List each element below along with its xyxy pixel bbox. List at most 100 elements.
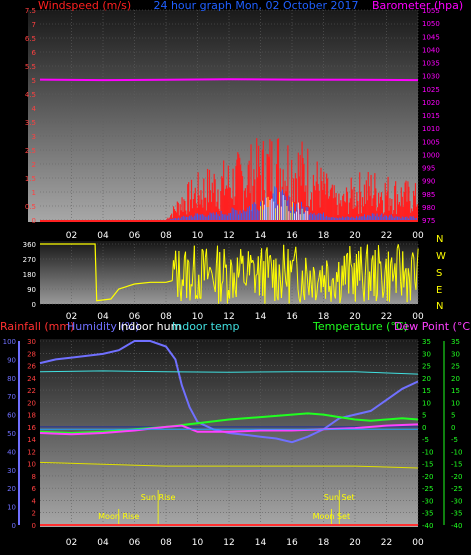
direction-trace [200, 249, 203, 299]
direction-trace [188, 262, 191, 301]
rainfall-tick-label: 10 [27, 461, 36, 469]
humidity-axis-label: Humidity (%) [67, 320, 139, 333]
direction-trace [416, 248, 419, 268]
climate-time-tick-label: 10 [192, 538, 204, 548]
direction-trace [304, 257, 307, 300]
windspeed-tick-label: 7 [32, 21, 36, 29]
temperature-inner-tick-label: 20 [422, 375, 431, 383]
windspeed-axis-label: Windspeed (m/s) [38, 0, 131, 12]
direction-trace [178, 250, 181, 289]
direction-trace [175, 250, 178, 273]
temperature-axis-label: Temperature (°C) [312, 320, 408, 333]
direction-trace [395, 248, 398, 293]
direction-time-tick-label: 10 [192, 312, 204, 322]
rainfall-tick-label: 0 [32, 522, 36, 530]
direction-trace [301, 270, 304, 294]
humidity-tick-label: 50 [7, 430, 16, 438]
direction-trace [180, 279, 183, 302]
temperature-inner-tick-label: 10 [422, 399, 431, 407]
barometer-tick-label: 995 [422, 165, 435, 173]
temperature-tick-label: -20 [451, 473, 462, 481]
direction-trace [317, 277, 320, 283]
direction-line [40, 243, 173, 302]
direction-trace [330, 279, 333, 302]
direction-trace [377, 245, 381, 264]
direction-tick-label: 360 [23, 241, 36, 249]
direction-trace [171, 260, 174, 281]
indoor-temp-label: Indoor temp [172, 320, 239, 333]
climate-time-tick-label: 00 [412, 538, 424, 548]
barometer-tick-label: 1040 [422, 46, 440, 54]
rainfall-tick-label: 18 [27, 412, 36, 420]
outdoor-low-line [39, 461, 419, 469]
dew-point-line [39, 423, 419, 436]
rainfall-tick-label: 26 [27, 363, 36, 371]
temperature-tick-label: -15 [451, 461, 462, 469]
direction-trace [191, 267, 194, 287]
direction-trace [255, 274, 258, 276]
direction-trace [193, 245, 196, 299]
barometer-tick-label: 1000 [422, 151, 440, 159]
climate-panel-grid [18, 340, 445, 526]
windspeed-tick-label: 7.5 [25, 7, 36, 15]
temperature-tick-label: 20 [451, 375, 460, 383]
direction-time-tick-label: 02 [66, 312, 77, 322]
direction-trace [225, 264, 228, 304]
direction-trace [275, 258, 278, 297]
direction-trace [403, 271, 406, 288]
compass-label: E [436, 285, 442, 296]
direction-trace [412, 252, 415, 258]
barometer-tick-label: 990 [422, 178, 435, 186]
direction-time-tick-label: 18 [318, 312, 330, 322]
rainfall-tick-label: 8 [32, 473, 36, 481]
wind-time-tick-label: 18 [318, 231, 330, 241]
direction-trace [325, 260, 328, 299]
direction-trace [211, 273, 214, 281]
humidity-tick-label: 90 [7, 356, 16, 364]
direction-time-tick-label: 00 [412, 312, 424, 322]
direction-trace [402, 251, 405, 288]
climate-time-tick-label: 22 [381, 538, 392, 548]
direction-trace [407, 268, 410, 278]
direction-time-tick-label: 04 [97, 312, 109, 322]
direction-trace [252, 260, 255, 264]
direction-trace [219, 252, 222, 302]
direction-trace [243, 282, 246, 284]
temperature-tick-label: -5 [451, 436, 458, 444]
direction-trace [240, 249, 243, 264]
barometer-tick-label: 1025 [422, 86, 440, 94]
rainfall-tick-label: 30 [27, 338, 36, 346]
direction-trace [332, 278, 335, 296]
wind-time-tick-label: 16 [286, 231, 298, 241]
direction-trace [299, 292, 302, 303]
direction-tick-label: 270 [23, 256, 36, 264]
compass-label: S [436, 268, 442, 279]
indoor-hum-label: Indoor hum [118, 320, 181, 333]
climate-time-tick-label: 06 [129, 538, 141, 548]
direction-trace [264, 251, 267, 304]
direction-trace [205, 248, 209, 280]
direction-trace [277, 264, 280, 301]
event-label: Sun Set [324, 493, 355, 502]
direction-trace [267, 256, 270, 278]
direction-tick-label: 0 [32, 301, 36, 309]
temperature-tick-label: -35 [451, 510, 462, 518]
direction-trace [374, 249, 377, 302]
direction-trace [381, 280, 384, 298]
direction-trace [309, 270, 312, 285]
direction-trace [350, 263, 353, 268]
temperature-inner-tick-label: -40 [422, 522, 433, 530]
direction-trace [233, 272, 236, 290]
barometer-tick-label: 980 [422, 204, 435, 212]
temperature-tick-label: 10 [451, 399, 460, 407]
direction-trace [258, 261, 261, 296]
climate-time-tick-label: 08 [160, 538, 172, 548]
direction-trace [283, 244, 286, 270]
direction-trace [203, 257, 206, 281]
direction-trace [288, 260, 291, 304]
direction-trace [278, 264, 281, 280]
direction-trace [392, 273, 395, 282]
direction-time-tick-label: 14 [255, 312, 267, 322]
